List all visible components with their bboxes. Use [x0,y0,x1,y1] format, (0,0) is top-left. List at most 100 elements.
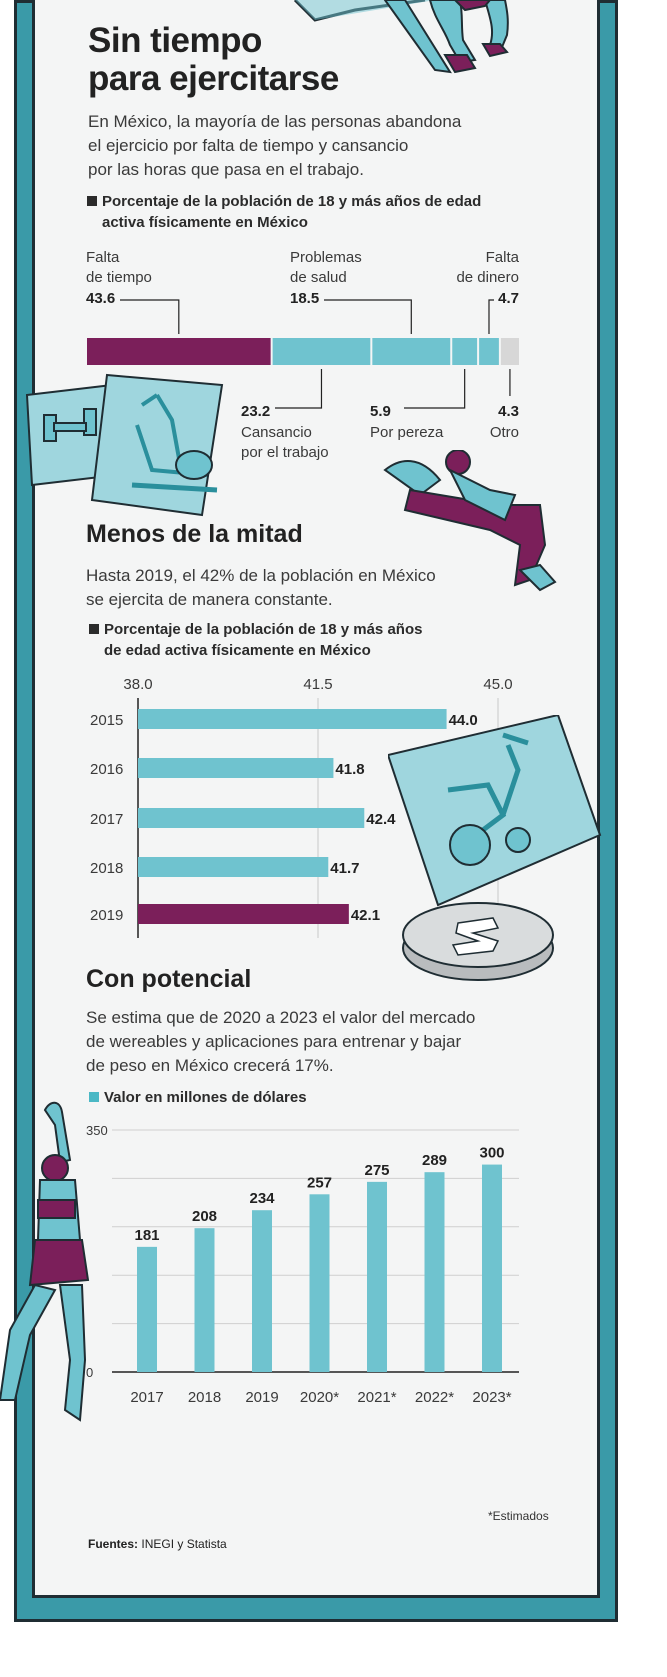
segment-label: Problemas [290,249,362,266]
category-label: 2023* [472,1389,511,1406]
bar [424,1172,445,1372]
bar [138,709,447,729]
sources-value: INEGI y Statista [141,1537,227,1551]
segment-bar [87,338,271,365]
section2-line: se ejercita de manera constante. [86,590,333,609]
value-label: 181 [134,1227,159,1244]
segment-value: 5.9 [370,403,391,420]
value-label: 44.0 [449,712,478,729]
chart3-caption: Valor en millones de dólares [86,1087,307,1108]
leader-line [324,299,412,334]
sources-label: Fuentes: [88,1537,139,1551]
caption-line: Porcentaje de la población de 18 y más a… [102,193,482,210]
bar [138,808,365,828]
segment-label: de dinero [456,269,519,286]
chart2-horizontal-bars: 38.0 41.5 45.0 2015 44.0 2016 41.8 2017 42.4 2018… [90,676,513,938]
category-label: 2018 [188,1389,221,1406]
yoga-person-illustration [0,1101,90,1422]
section2-title: Menos de la mitad [86,520,303,548]
segment-label: de tiempo [86,269,152,286]
title-line-2: para ejercitarse [88,59,339,98]
segment-label: por el trabajo [241,444,329,461]
category-label: 2019 [90,907,123,924]
segment-bar [500,338,519,365]
segment-value: 4.3 [498,403,519,420]
bar [138,857,329,877]
bar [137,1246,157,1372]
leader-line [404,369,466,409]
leader-line [275,369,323,409]
value-label: 42.1 [351,907,380,924]
category-label: 2022* [415,1389,454,1406]
caption-line: de edad activa físicamente en México [104,642,371,659]
segment-value: 43.6 [86,290,115,307]
bar [194,1228,215,1372]
section3-line: de peso en México crecerá 17%. [86,1056,334,1075]
segment-label: Cansancio [241,424,312,441]
category-label: 2017 [130,1389,163,1406]
value-label: 41.7 [330,860,359,877]
category-label: 2020* [300,1389,339,1406]
category-label: 2021* [357,1389,396,1406]
bar [482,1164,502,1372]
chart1-stacked-bar: Falta de tiempo 43.6 23.2 Cansancio por el tr… [0,0,667,520]
segment-label: Otro [490,424,519,441]
elliptical-illustration [25,373,224,517]
category-label: 2016 [90,761,123,778]
segment-label: Por pereza [370,424,444,441]
estimates-footnote: *Estimados [488,1509,549,1523]
bullet-icon [89,1092,99,1102]
chart1-svg: Falta de tiempo 43.6 23.2 Cansancio por el tr… [86,249,520,461]
category-label: 2018 [90,860,123,877]
value-label: 289 [422,1152,447,1169]
value-label: 300 [479,1145,504,1162]
chart2-caption: Porcentaje de la población de 18 y más a… [86,619,422,661]
segment-bar [272,338,371,365]
section2-line: Hasta 2019, el 42% de la población en Mé… [86,566,436,585]
bullet-icon [87,196,97,206]
caption-line: activa físicamente en México [102,214,308,231]
intro-line: por las horas que pasa en el trabajo. [88,160,364,179]
section2-text: Hasta 2019, el 42% de la población en Mé… [86,564,436,612]
bar [252,1210,272,1372]
x-tick-label: 41.5 [303,676,332,693]
intro-line: el ejercicio por falta de tiempo y cansa… [88,136,409,155]
segment-bar [479,338,499,365]
exercise-machine-illustration [293,0,509,74]
segment-bar [452,338,478,365]
y-tick-label: 0 [86,1365,93,1380]
bar [309,1194,330,1372]
spin-bike-illustration [388,715,602,907]
sources: Fuentes: INEGI y Statista [88,1537,227,1551]
value-label: 234 [249,1190,275,1207]
dollar-coin-icon [402,902,554,981]
x-tick-label: 45.0 [483,676,512,693]
category-label: 2017 [90,811,123,828]
segment-label: de salud [290,269,347,286]
section3-text: Se estima que de 2020 a 2023 el valor de… [86,1006,475,1078]
leader-line [120,299,180,334]
page-title: Sin tiempo para ejercitarse [88,22,339,98]
x-tick-label: 38.0 [123,676,152,693]
section3-title: Con potencial [86,965,252,993]
leader-line [488,299,494,334]
category-label: 2019 [245,1389,278,1406]
value-label: 208 [192,1208,217,1225]
chart3-vertical-bars: 0 350 181 2017 208 2018 234 2019 257 2020* 275 2021… [86,1123,519,1406]
value-label: 275 [364,1162,389,1179]
segment-value: 23.2 [241,403,270,420]
segment-value: 4.7 [498,290,519,307]
segment-label: Falta [486,249,520,266]
intro-text: En México, la mayoría de las personas ab… [88,110,461,182]
y-tick-label: 350 [86,1123,108,1138]
chart1-caption: Porcentaje de la población de 18 y más a… [84,191,481,233]
section3-line: de wereables y aplicaciones para entrena… [86,1032,462,1051]
value-label: 42.4 [366,811,396,828]
intro-line: En México, la mayoría de las personas ab… [88,112,462,131]
category-label: 2015 [90,712,123,729]
section3-line: Se estima que de 2020 a 2023 el valor de… [86,1008,476,1027]
bar [138,904,349,924]
segment-bar [372,338,451,365]
stretching-person-illustration [383,450,557,592]
title-line-1: Sin tiempo [88,21,262,60]
